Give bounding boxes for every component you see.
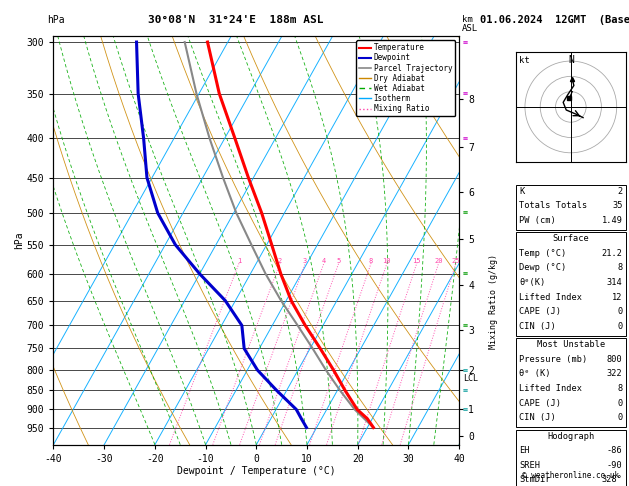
Text: CAPE (J): CAPE (J) [519, 307, 561, 316]
Text: -86: -86 [607, 446, 623, 455]
Text: ≡: ≡ [462, 321, 467, 330]
Text: © weatheronline.co.uk: © weatheronline.co.uk [522, 471, 620, 480]
Text: 314: 314 [607, 278, 623, 287]
Text: Pressure (mb): Pressure (mb) [519, 355, 587, 364]
Text: 0: 0 [618, 322, 623, 331]
Text: 8: 8 [618, 263, 623, 273]
Text: 8: 8 [618, 384, 623, 393]
Text: LCL: LCL [463, 374, 478, 383]
Text: ≡: ≡ [462, 386, 467, 395]
Text: 12: 12 [612, 293, 623, 302]
Text: 35: 35 [612, 201, 623, 210]
Text: 2: 2 [277, 258, 282, 264]
Text: K: K [519, 187, 524, 196]
Text: Mixing Ratio (g/kg): Mixing Ratio (g/kg) [489, 254, 498, 349]
Text: Totals Totals: Totals Totals [519, 201, 587, 210]
Text: 8: 8 [369, 258, 373, 264]
Text: hPa: hPa [47, 15, 65, 25]
Text: EH: EH [519, 446, 530, 455]
Text: ≡: ≡ [462, 37, 467, 47]
Text: 21.2: 21.2 [602, 249, 623, 258]
Text: 800: 800 [607, 355, 623, 364]
Text: ≡: ≡ [462, 208, 467, 217]
Text: 30°08'N  31°24'E  188m ASL: 30°08'N 31°24'E 188m ASL [148, 15, 324, 25]
Text: 01.06.2024  12GMT  (Base: 18): 01.06.2024 12GMT (Base: 18) [480, 15, 629, 25]
Text: -90: -90 [607, 461, 623, 470]
Text: Dewp (°C): Dewp (°C) [519, 263, 566, 273]
Text: km
ASL: km ASL [462, 15, 479, 33]
Text: 25: 25 [452, 258, 460, 264]
Text: 15: 15 [413, 258, 421, 264]
Text: Lifted Index: Lifted Index [519, 384, 582, 393]
Text: Lifted Index: Lifted Index [519, 293, 582, 302]
Text: ≡: ≡ [462, 405, 467, 414]
Text: ≡: ≡ [462, 269, 467, 278]
Text: N: N [568, 55, 574, 65]
Text: 328°: 328° [602, 475, 623, 485]
Text: ≡: ≡ [462, 134, 467, 143]
Text: Surface: Surface [552, 234, 589, 243]
Text: CIN (J): CIN (J) [519, 413, 555, 422]
Text: SREH: SREH [519, 461, 540, 470]
Text: 322: 322 [607, 369, 623, 379]
Text: 2: 2 [618, 187, 623, 196]
Text: 0: 0 [618, 413, 623, 422]
Text: 0: 0 [618, 307, 623, 316]
Text: θᵉ(K): θᵉ(K) [519, 278, 545, 287]
Y-axis label: hPa: hPa [14, 232, 24, 249]
Text: ≡: ≡ [462, 365, 467, 375]
Text: Most Unstable: Most Unstable [537, 340, 605, 349]
Text: 4: 4 [321, 258, 326, 264]
Text: 10: 10 [382, 258, 391, 264]
Text: 5: 5 [337, 258, 341, 264]
Text: 1: 1 [237, 258, 241, 264]
Text: CIN (J): CIN (J) [519, 322, 555, 331]
Text: PW (cm): PW (cm) [519, 216, 555, 225]
Text: 20: 20 [434, 258, 443, 264]
Text: Temp (°C): Temp (°C) [519, 249, 566, 258]
Text: CAPE (J): CAPE (J) [519, 399, 561, 408]
Text: 3: 3 [303, 258, 307, 264]
Legend: Temperature, Dewpoint, Parcel Trajectory, Dry Adiabat, Wet Adiabat, Isotherm, Mi: Temperature, Dewpoint, Parcel Trajectory… [356, 40, 455, 116]
Text: kt: kt [519, 56, 530, 66]
Text: 0: 0 [618, 399, 623, 408]
Text: Hodograph: Hodograph [547, 432, 594, 441]
Text: θᵉ (K): θᵉ (K) [519, 369, 550, 379]
Text: StmDir: StmDir [519, 475, 550, 485]
Text: 1.49: 1.49 [602, 216, 623, 225]
X-axis label: Dewpoint / Temperature (°C): Dewpoint / Temperature (°C) [177, 467, 336, 476]
Text: ≡: ≡ [462, 89, 467, 98]
